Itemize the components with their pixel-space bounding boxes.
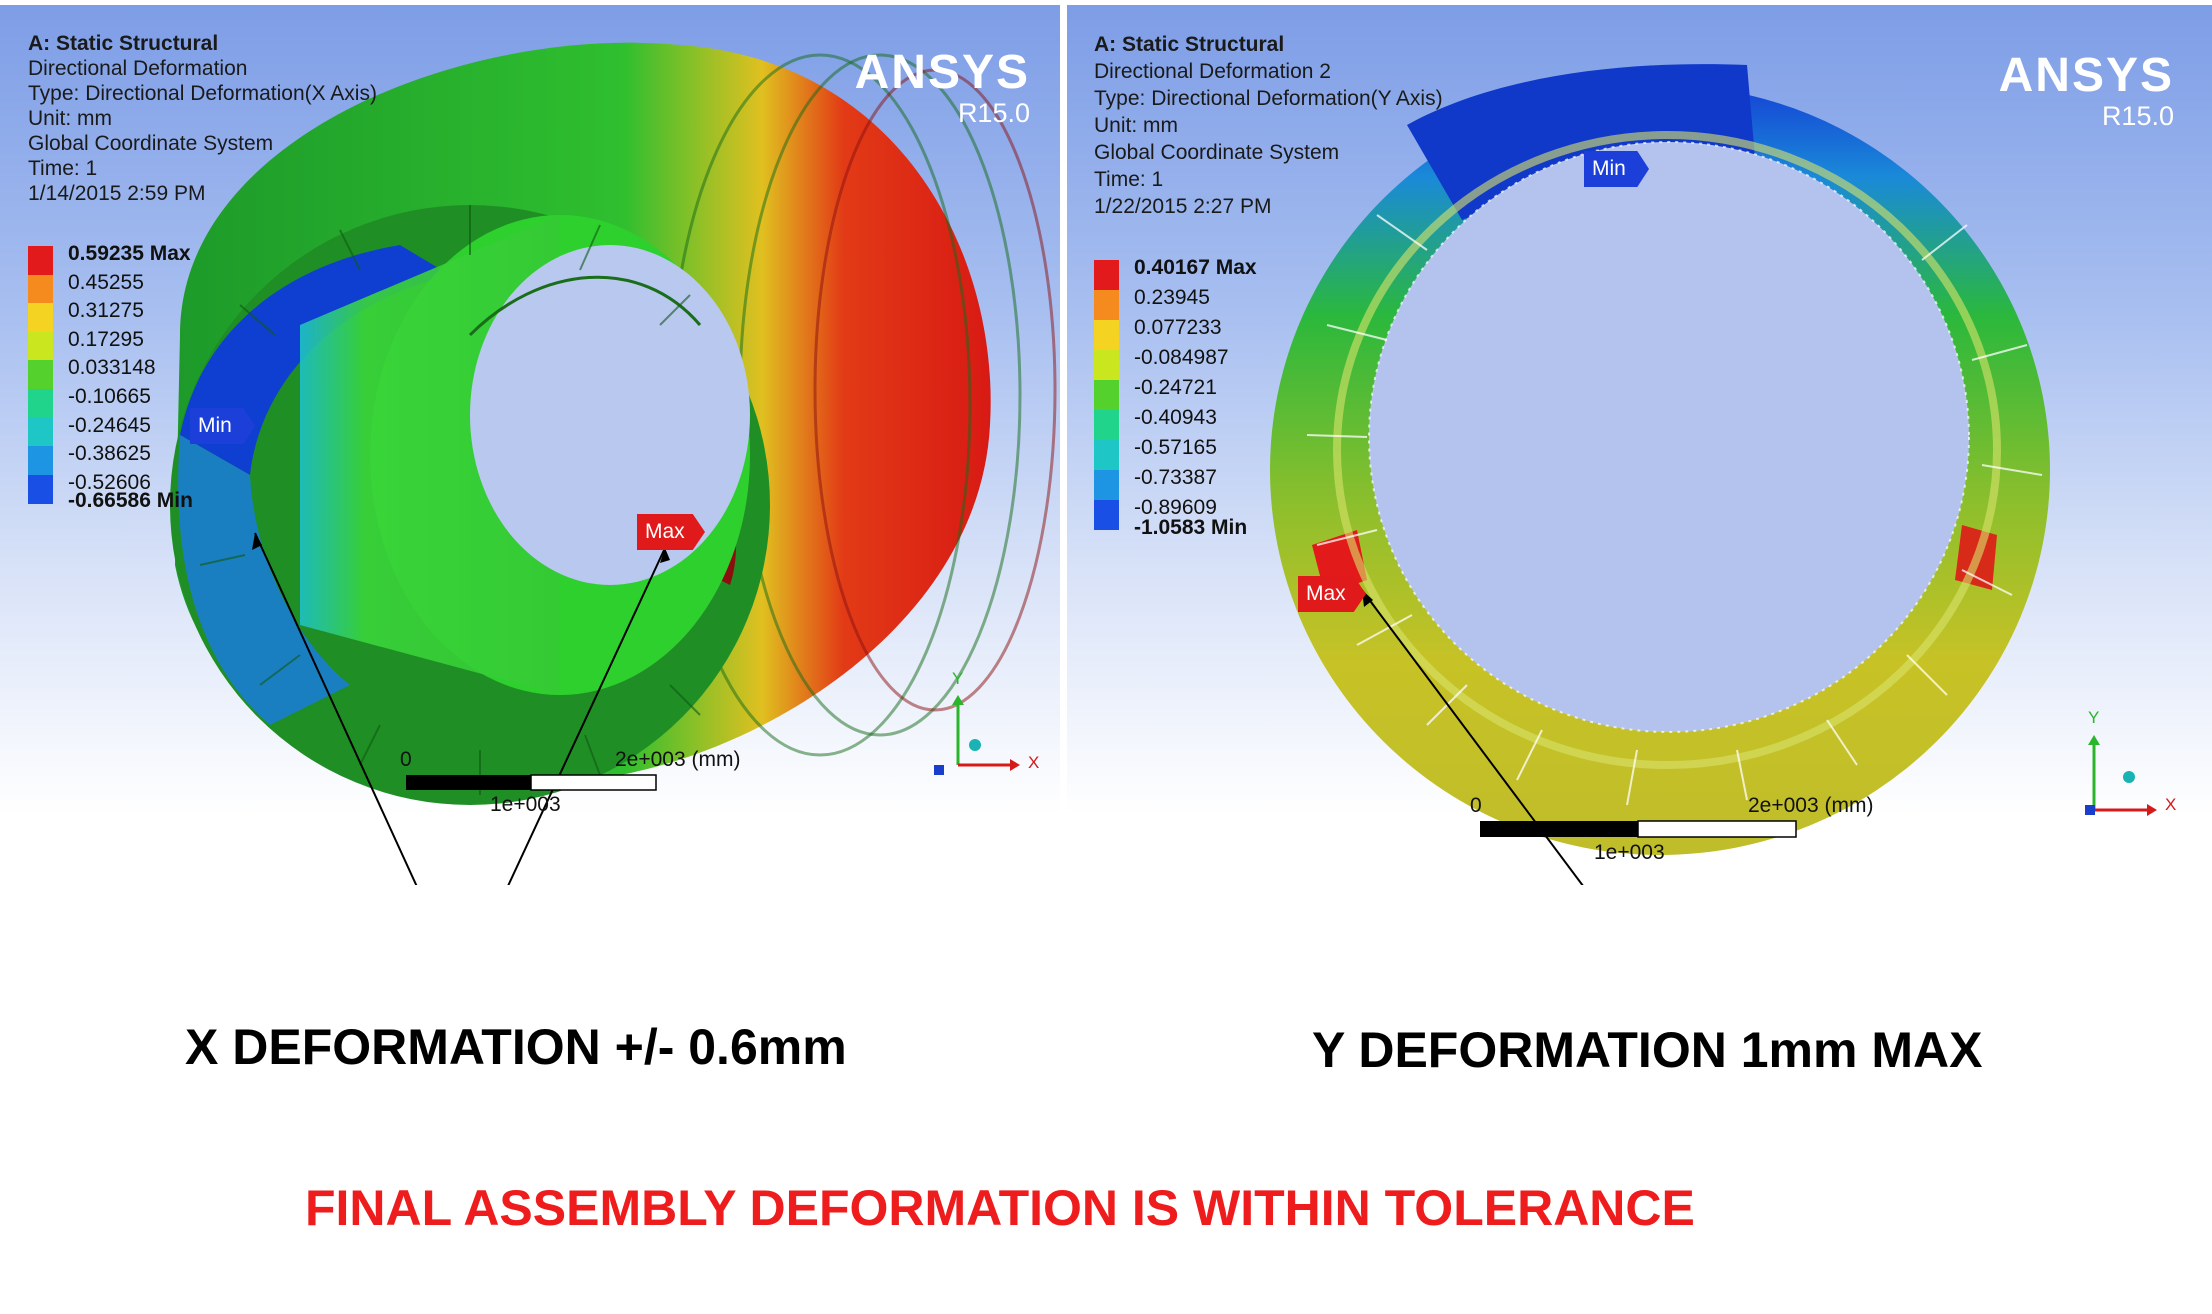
legend-swatch <box>1094 350 1119 380</box>
result-info-block: A: Static Structural Directional Deforma… <box>1094 31 1443 220</box>
scale-mid: 1e+003 <box>1594 841 1665 864</box>
legend-swatch <box>28 303 53 333</box>
result-time: Time: 1 <box>28 157 98 180</box>
legend-swatch <box>28 246 53 275</box>
legend-label: -0.24721 <box>1134 376 1217 399</box>
min-probe-tag[interactable]: Min <box>190 408 255 444</box>
logo-brand: ANSYS <box>854 46 1030 99</box>
result-type: Type: Directional Deformation(X Axis) <box>28 82 377 105</box>
legend-label: -0.73387 <box>1134 466 1217 489</box>
coordinate-system: Global Coordinate System <box>28 132 274 155</box>
legend-swatch <box>1094 380 1119 410</box>
result-type: Type: Directional Deformation(Y Axis) <box>1094 87 1443 110</box>
legend-label: -0.10665 <box>68 384 151 408</box>
y-deformation-model <box>1270 64 2157 885</box>
y-deformation-caption: Y DEFORMATION 1mm MAX <box>1312 1022 1983 1078</box>
axis-y-label: Y <box>952 669 964 688</box>
legend-swatch <box>1094 440 1119 470</box>
scale-end: 2e+003 (mm) <box>1748 794 1874 817</box>
legend-label: -0.084987 <box>1134 346 1229 369</box>
legend-swatch <box>28 474 53 504</box>
legend-label: -0.40943 <box>1134 406 1217 429</box>
legend-label: 0.033148 <box>68 356 156 380</box>
result-date: 1/14/2015 2:59 PM <box>28 182 206 205</box>
legend-label: 0.077233 <box>1134 316 1222 339</box>
analysis-title: A: Static Structural <box>28 32 219 55</box>
axis-x-label: X <box>1028 753 1040 772</box>
legend-label: -0.38625 <box>68 442 151 466</box>
legend-max-label: 0.40167 Max <box>1134 256 1257 279</box>
legend-swatch <box>1094 320 1119 350</box>
legend-swatch <box>1094 470 1119 500</box>
scale-mid: 1e+003 <box>490 793 561 816</box>
logo-version: R15.0 <box>957 98 1030 128</box>
conclusion-caption: FINAL ASSEMBLY DEFORMATION IS WITHIN TOL… <box>305 1180 1695 1236</box>
coordinate-system: Global Coordinate System <box>1094 141 1340 164</box>
axis-x-label: X <box>2165 795 2177 814</box>
scale-zero: 0 <box>400 748 412 771</box>
scale-end: 2e+003 (mm) <box>615 748 741 771</box>
logo-brand: ANSYS <box>1998 49 2174 102</box>
legend-swatch <box>28 388 53 418</box>
legend-min-label: -1.0583 Min <box>1134 516 1248 539</box>
result-time: Time: 1 <box>1094 168 1164 191</box>
legend-min-label: -0.66586 Min <box>68 489 193 513</box>
legend-max-label: 0.59235 Max <box>68 242 191 265</box>
result-unit: Unit: mm <box>28 107 112 130</box>
legend-label: 0.23945 <box>1134 286 1210 309</box>
logo-version: R15.0 <box>2101 101 2174 131</box>
max-probe-tag[interactable]: Max <box>1298 576 1366 612</box>
analysis-title: A: Static Structural <box>1094 33 1285 56</box>
axis-y-label: Y <box>2088 708 2100 727</box>
scale-zero: 0 <box>1470 794 1482 817</box>
result-unit: Unit: mm <box>1094 114 1178 137</box>
max-probe-tag[interactable]: Max <box>637 514 705 550</box>
min-probe-tag[interactable]: Min <box>1584 151 1649 187</box>
legend-swatch <box>1094 260 1119 290</box>
ansys-logo: ANSYS R15.0 <box>1998 49 2174 131</box>
y-deformation-viewport[interactable]: A: Static Structural Directional Deforma… <box>1067 5 2212 885</box>
legend-swatch <box>28 331 53 361</box>
legend-swatch <box>1094 410 1119 440</box>
x-deformation-caption: X DEFORMATION +/- 0.6mm <box>185 1019 847 1075</box>
legend-swatch <box>28 360 53 390</box>
result-name: Directional Deformation 2 <box>1094 60 1331 83</box>
legend-swatch <box>1094 500 1119 530</box>
legend-label: 0.45255 <box>68 270 144 294</box>
legend-swatch <box>1094 290 1119 320</box>
ansys-logo: ANSYS R15.0 <box>854 46 1030 128</box>
x-deformation-model <box>170 42 1057 885</box>
legend-swatch <box>28 446 53 476</box>
result-name: Directional Deformation <box>28 57 248 80</box>
result-date: 1/22/2015 2:27 PM <box>1094 195 1272 218</box>
result-info-block: A: Static Structural Directional Deforma… <box>28 31 377 206</box>
legend-swatch <box>28 417 53 447</box>
legend-label: -0.24645 <box>68 413 151 437</box>
legend-label: -0.89609 <box>1134 496 1217 519</box>
legend-label: -0.52606 <box>68 470 151 494</box>
legend-label: 0.31275 <box>68 299 144 323</box>
x-deformation-viewport[interactable]: A: Static Structural Directional Deforma… <box>0 5 1060 885</box>
legend-swatch <box>28 274 53 304</box>
legend-label: -0.57165 <box>1134 436 1217 459</box>
legend-label: 0.17295 <box>68 327 144 351</box>
